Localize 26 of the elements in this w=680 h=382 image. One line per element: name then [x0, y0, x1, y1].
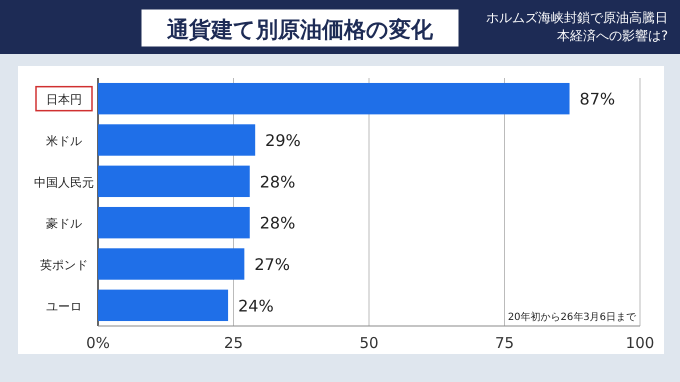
y-tick-label: 英ポンド: [40, 258, 88, 272]
bar: [98, 124, 256, 156]
bar: [98, 248, 244, 280]
data-label: 28%: [260, 214, 296, 233]
x-tick-label: 0%: [86, 334, 110, 352]
data-label: 87%: [580, 90, 616, 109]
data-label: 27%: [254, 255, 290, 274]
x-tick-label: 50: [359, 334, 379, 352]
y-tick-label: 日本円: [46, 92, 82, 107]
data-label: 29%: [265, 131, 301, 150]
bar: [98, 290, 228, 322]
y-tick-label: ユーロ: [46, 299, 82, 314]
y-tick-label: 中国人民元: [34, 175, 94, 190]
data-label: 28%: [260, 172, 296, 192]
annotation: 20年初から26年3月6日まで: [508, 311, 637, 323]
bar: [98, 166, 250, 198]
x-tick-label: 100: [626, 334, 654, 352]
chart-title: 通貨建て別原油価格の変化: [166, 17, 434, 43]
x-tick-label: 25: [224, 334, 244, 352]
chart-subtitle: ホルムズ海峡封鎖で原油高騰日本経済への影響は?: [486, 10, 668, 44]
data-label: 24%: [238, 296, 274, 316]
bar: [98, 82, 570, 114]
x-tick-label: 75: [494, 334, 514, 352]
y-tick-label: 米ドル: [46, 134, 82, 148]
bar: [98, 206, 250, 238]
y-tick-label: 豪ドル: [46, 216, 82, 231]
